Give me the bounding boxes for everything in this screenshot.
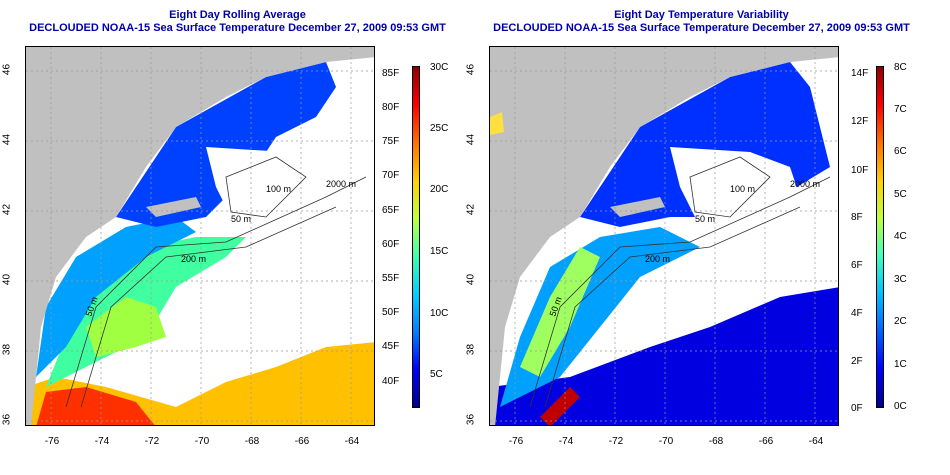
- y-tick-label: 44: [465, 133, 477, 146]
- variability-shelf: [500, 227, 700, 407]
- y-tick-label: 40: [465, 273, 477, 286]
- colorbar-label-f: 6F: [851, 260, 863, 271]
- x-tick-label: -74: [558, 436, 574, 447]
- x-tick-label: -66: [758, 436, 774, 447]
- colorbar-label-c: 0C: [894, 401, 907, 412]
- colorbar-label-f: 4F: [851, 308, 863, 319]
- x-tick-label: -70: [194, 436, 210, 447]
- cape-cod: [610, 197, 665, 217]
- panel-title: Eight Day Rolling Average: [169, 9, 306, 21]
- colorbar-label-f: 50F: [382, 307, 400, 318]
- colorbar-label-c: 2C: [894, 316, 907, 327]
- variability-colorbar: [876, 66, 884, 408]
- colorbar-label-f: 14F: [851, 68, 869, 79]
- y-tick-label: 42: [1, 203, 13, 216]
- colorbar-label-f: 55F: [382, 273, 400, 284]
- variability-offshore: [490, 287, 838, 425]
- contour-label: 200 m: [645, 254, 670, 264]
- temperature-colorbar: [412, 66, 420, 408]
- variability-shelf-high: [520, 247, 600, 377]
- x-tick-label: -64: [344, 436, 360, 447]
- colorbar-label-c: 8C: [894, 62, 907, 73]
- shelf-water-cool: [36, 217, 196, 377]
- y-tick-label: 42: [465, 203, 477, 216]
- x-tick-label: -64: [808, 436, 824, 447]
- colorbar-label-c: 20C: [430, 184, 449, 195]
- colorbar-label-c: 15C: [430, 246, 449, 257]
- contour-label: 50 m: [231, 214, 251, 224]
- colorbar-label-f: 80F: [382, 102, 400, 113]
- colorbar-label-f: 12F: [851, 116, 869, 127]
- x-tick-label: -68: [244, 436, 260, 447]
- panel-subtitle: DECLOUDED NOAA-15 Sea Surface Temperatur…: [493, 22, 910, 34]
- contour-label: 200 m: [181, 254, 206, 264]
- x-tick-label: -72: [608, 436, 624, 447]
- colorbar-label-c: 3C: [894, 274, 907, 285]
- sst-average-panel: Eight Day Rolling Average DECLOUDED NOAA…: [1, 9, 449, 447]
- y-tick-label: 46: [465, 63, 477, 76]
- colorbar-label-c: 1C: [894, 359, 907, 370]
- y-tick-label: 46: [1, 63, 13, 76]
- cape-cod: [146, 197, 201, 217]
- y-tick-label: 36: [465, 413, 477, 426]
- sst-variability-panel: Eight Day Temperature Variability DECLOU…: [464, 0, 939, 475]
- colorbar-label-c: 5C: [894, 189, 907, 200]
- colorbar-label-f: 65F: [382, 205, 400, 216]
- sst-variability-map: 100 m 2000 m 50 m 200 m 50 m: [489, 46, 839, 426]
- land-mass: [26, 47, 374, 425]
- colorbar-label-f: 45F: [382, 341, 400, 352]
- variability-hotspot: [490, 112, 504, 135]
- x-tick-label: -70: [658, 436, 674, 447]
- contour-label: 2000 m: [790, 179, 820, 189]
- gulf-of-maine-water: [116, 62, 336, 227]
- panel-subtitle: DECLOUDED NOAA-15 Sea Surface Temperatur…: [29, 22, 446, 34]
- colorbar-label-c: 5C: [430, 369, 443, 380]
- shelf-water-green: [86, 297, 166, 357]
- variability-gulf-stream: [540, 387, 580, 425]
- x-tick-label: -72: [144, 436, 160, 447]
- colorbar-label-f: 40F: [382, 376, 400, 387]
- contour-label: 2000 m: [326, 179, 356, 189]
- x-tick-label: -68: [708, 436, 724, 447]
- colorbar-label-c: 10C: [430, 308, 449, 319]
- colorbar-label-c: 25C: [430, 123, 449, 134]
- colorbar-label-c: 4C: [894, 231, 907, 242]
- x-tick-label: -74: [94, 436, 110, 447]
- gulf-stream-region: [36, 387, 155, 425]
- y-tick-label: 40: [1, 273, 13, 286]
- colorbar-label-f: 70F: [382, 170, 400, 181]
- panel-title: Eight Day Temperature Variability: [614, 9, 789, 21]
- colorbar-label-f: 10F: [851, 165, 869, 176]
- colorbar-label-c: 30C: [430, 62, 449, 73]
- x-tick-label: -66: [294, 436, 310, 447]
- y-tick-label: 44: [1, 133, 13, 146]
- x-tick-label: -76: [508, 436, 524, 447]
- sst-average-map: 100 m 2000 m 50 m 200 m 50 m: [25, 46, 375, 426]
- colorbar-label-f: 0F: [851, 403, 863, 414]
- contour-label: 100 m: [730, 184, 755, 194]
- colorbar-label-f: 2F: [851, 356, 863, 367]
- colorbar-label-f: 60F: [382, 239, 400, 250]
- colorbar-label-f: 85F: [382, 68, 400, 79]
- x-tick-label: -76: [44, 436, 60, 447]
- y-tick-label: 38: [465, 343, 477, 356]
- contour-label: 50 m: [695, 214, 715, 224]
- colorbar-label-f: 75F: [382, 136, 400, 147]
- land-mass: [490, 47, 838, 425]
- colorbar-label-f: 8F: [851, 212, 863, 223]
- contour-label: 100 m: [266, 184, 291, 194]
- y-tick-label: 38: [1, 343, 13, 356]
- y-tick-label: 36: [1, 413, 13, 426]
- colorbar-label-c: 6C: [894, 146, 907, 157]
- colorbar-label-c: 7C: [894, 104, 907, 115]
